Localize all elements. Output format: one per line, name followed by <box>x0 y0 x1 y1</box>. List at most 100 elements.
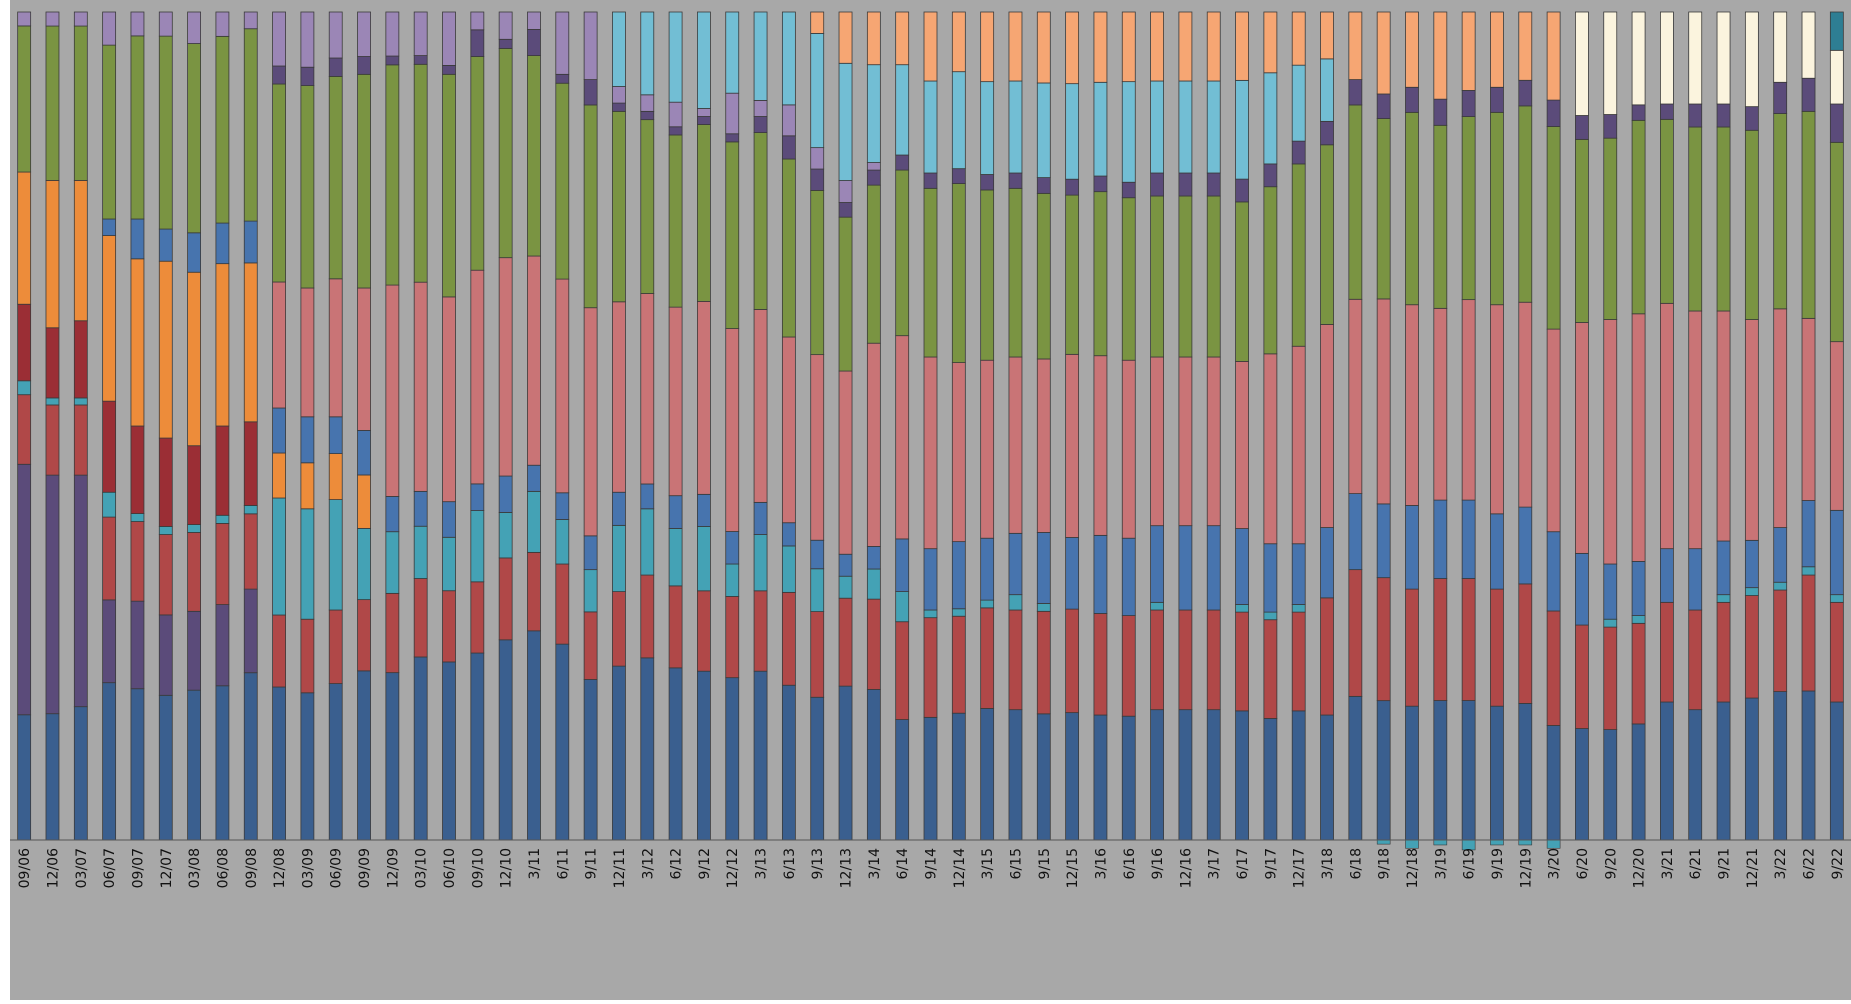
bar-segment-06/08-s7 <box>215 222 230 265</box>
bar-segment-12/21-s8 <box>1744 319 1759 541</box>
bar-negative-9/19 <box>1490 839 1504 846</box>
bar-segment-12/19-s9 <box>1518 105 1533 303</box>
x-tick-label: 12/10 <box>499 848 515 888</box>
bar-segment-9/20-s9 <box>1603 137 1618 320</box>
bar-segment-6/11-s12 <box>555 11 570 75</box>
bar-segment-12/20-s0 <box>1631 723 1646 841</box>
bar-segment-6/18-s14 <box>1348 11 1363 80</box>
bar-segment-6/16-s13 <box>1121 81 1136 183</box>
bar-segment-9/14-s4 <box>923 548 938 611</box>
bar-segment-6/12-s10 <box>668 126 683 136</box>
bar-segment-9/21-s8 <box>1716 310 1731 542</box>
x-tick-label: 6/18 <box>1348 848 1364 879</box>
bar-segment-9/13-s8 <box>810 354 825 541</box>
bar-segment-9/12-s9 <box>697 124 711 302</box>
x-tick-label: 12/07 <box>159 848 175 888</box>
bar-segment-3/21-s2 <box>1660 601 1674 703</box>
bar-segment-6/16-s9 <box>1121 197 1136 361</box>
bar-segment-03/10-s0 <box>413 656 428 841</box>
bar-segment-9/18-s8 <box>1376 298 1391 505</box>
bar-segment-03/10-s12 <box>413 11 428 56</box>
x-tick-label: 06/09 <box>329 848 345 888</box>
bar-segment-12/16-s13 <box>1178 80 1193 174</box>
x-tick-label: 06/10 <box>442 848 458 888</box>
bar-segment-12/14-s8 <box>951 362 966 543</box>
bar-segment-9/15-s2 <box>1036 610 1051 715</box>
x-tick-label: 6/14 <box>895 848 911 880</box>
bar-segment-6/12-s9 <box>668 134 683 308</box>
bar-segment-6/14-s9 <box>895 169 910 337</box>
bar-segment-6/18-s8 <box>1348 298 1363 494</box>
bar-segment-9/18-s2 <box>1376 577 1391 702</box>
bar-segment-03/10-s10 <box>413 55 428 65</box>
x-tick-label: 3/19 <box>1433 848 1449 879</box>
bar-segment-9/16-s14 <box>1150 11 1164 82</box>
bar-segment-03/09-s7 <box>300 416 315 464</box>
bar-segment-09/09-s6 <box>357 474 371 529</box>
bar-segment-03/10-s3 <box>413 525 428 579</box>
bar-negative-9/18 <box>1376 839 1391 845</box>
bar-segment-9/15-s8 <box>1036 358 1051 533</box>
bar-segment-3/18-s2 <box>1320 597 1334 716</box>
x-tick-label: 09/10 <box>470 848 486 888</box>
bar-segment-3/14-s3 <box>866 568 881 600</box>
bar-segment-12/14-s3 <box>951 608 966 617</box>
x-tick-label: 6/21 <box>1688 848 1704 879</box>
bar-segment-03/08-s6 <box>187 271 202 447</box>
bar-segment-3/21-s8 <box>1660 302 1674 550</box>
bar-segment-6/20-s4 <box>1575 552 1589 626</box>
bar-segment-09/09-s9 <box>357 73 371 289</box>
bar-segment-3/14-s4 <box>866 546 881 570</box>
bar-segment-12/10-s2 <box>498 557 513 641</box>
bar-segment-09/08-s1 <box>243 588 258 674</box>
bar-segment-12/21-s2 <box>1744 595 1759 699</box>
bar-segment-6/17-s9 <box>1235 201 1249 362</box>
bar-segment-03/10-s2 <box>413 578 428 658</box>
bar-segment-6/16-s8 <box>1121 359 1136 539</box>
bar-segment-9/22-s10 <box>1829 103 1844 143</box>
x-tick-label: 9/16 <box>1150 848 1166 880</box>
bar-segment-9/13-s12 <box>810 147 825 170</box>
bar-segment-12/06-s6 <box>45 180 60 329</box>
bar-segment-3/18-s0 <box>1320 714 1334 841</box>
bar-segment-3/16-s14 <box>1093 11 1108 83</box>
bar-segment-09/09-s10 <box>357 56 371 75</box>
x-tick-label: 9/15 <box>1037 848 1053 879</box>
bar-segment-9/19-s8 <box>1490 304 1504 515</box>
bar-segment-06/09-s3 <box>328 499 343 611</box>
bar-segment-3/11-s7 <box>527 464 541 492</box>
bar-segment-3/11-s12 <box>527 11 541 30</box>
bar-segment-6/16-s4 <box>1121 537 1136 616</box>
bar-segment-12/14-s2 <box>951 615 966 714</box>
bar-segment-12/16-s10 <box>1178 172 1193 197</box>
bar-negative-12/19 <box>1518 839 1533 846</box>
bar-segment-3/12-s9 <box>640 119 655 294</box>
bar-segment-6/12-s0 <box>668 667 683 841</box>
x-tick-label: 9/12 <box>697 848 713 879</box>
bar-segment-12/10-s10 <box>498 38 513 49</box>
bar-segment-12/18-s4 <box>1405 505 1419 590</box>
bar-segment-6/14-s13 <box>895 64 910 156</box>
bar-segment-06/07-s12 <box>102 11 117 46</box>
x-tick-label: 3/17 <box>1207 848 1223 879</box>
bar-segment-9/21-s4 <box>1716 540 1731 596</box>
bar-segment-09/06-s6 <box>17 171 32 305</box>
bar-segment-3/17-s10 <box>1206 172 1221 197</box>
bar-segment-6/17-s3 <box>1235 604 1249 613</box>
bar-segment-3/15-s13 <box>980 81 995 175</box>
bar-segment-6/14-s10 <box>895 154 910 171</box>
bar-segment-06/10-s9 <box>442 73 456 298</box>
bar-segment-09/10-s2 <box>470 581 485 654</box>
bar-group <box>17 11 1844 851</box>
bar-segment-3/20-s9 <box>1546 126 1561 330</box>
bar-segment-3/16-s8 <box>1093 355 1108 536</box>
bar-segment-09/09-s0 <box>357 670 371 841</box>
bar-segment-09/07-s12 <box>130 11 145 37</box>
x-tick-label: 9/22 <box>1830 848 1846 879</box>
bar-segment-12/07-s3 <box>158 526 173 535</box>
bar-segment-09/08-s9 <box>243 28 258 222</box>
bar-segment-12/09-s12 <box>385 11 400 57</box>
bar-segment-09/08-s2 <box>243 513 258 590</box>
bar-segment-6/20-s0 <box>1575 728 1589 841</box>
bar-segment-3/20-s4 <box>1546 531 1561 612</box>
